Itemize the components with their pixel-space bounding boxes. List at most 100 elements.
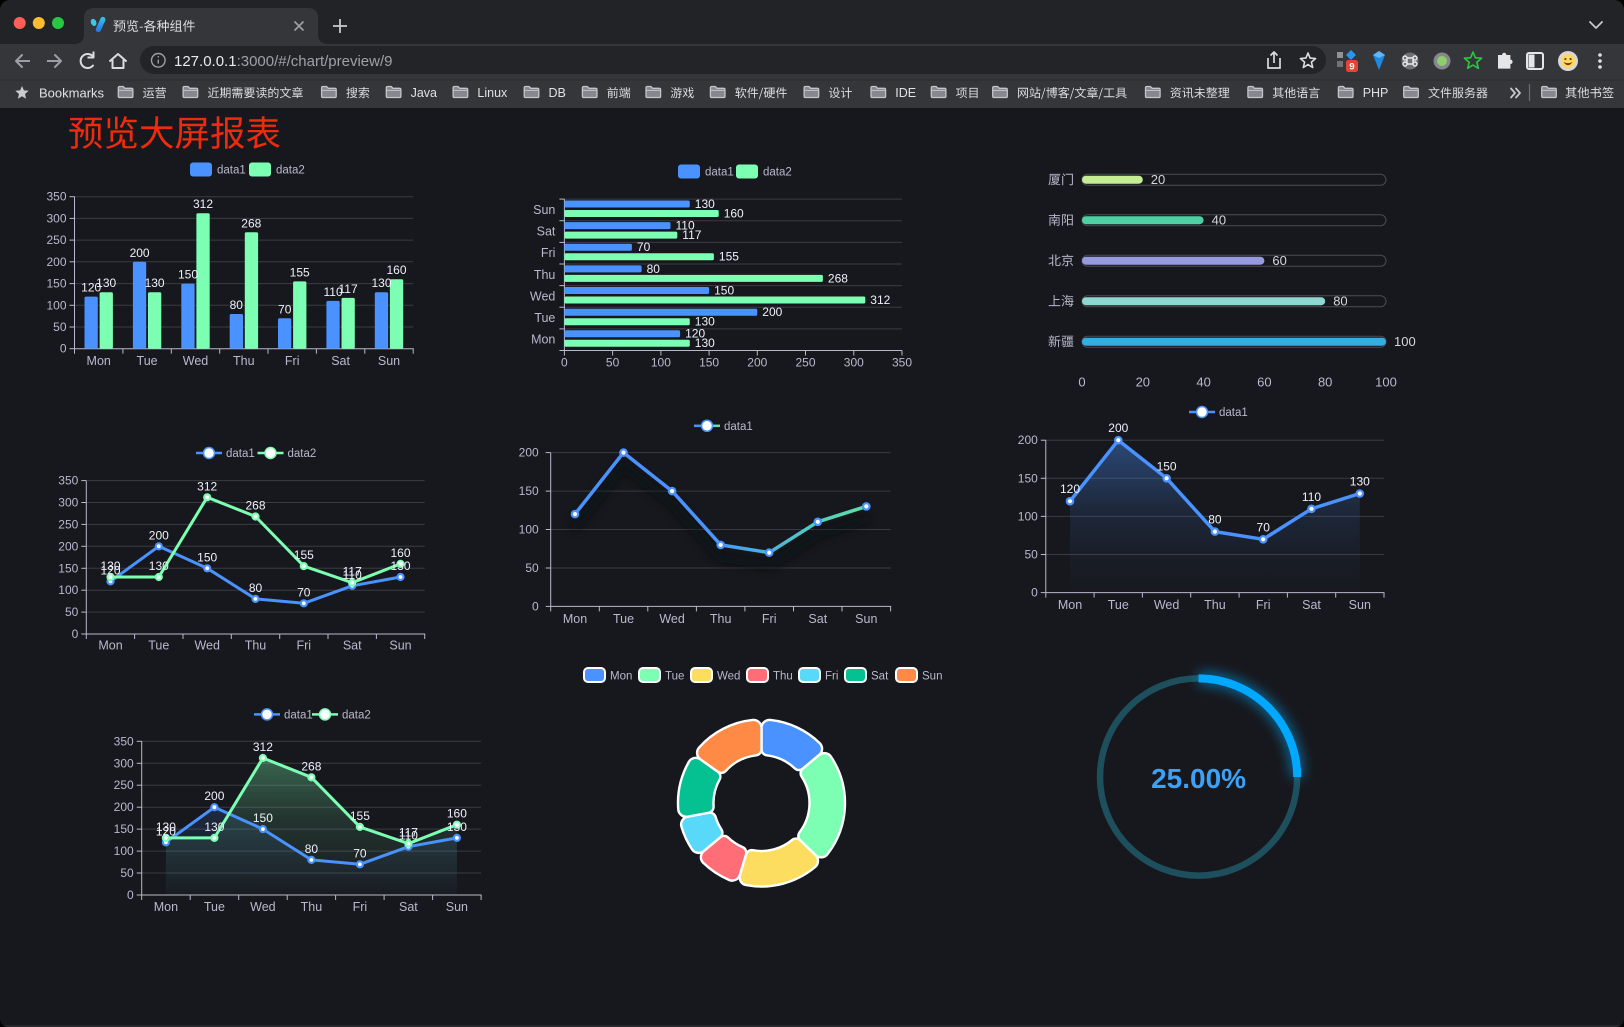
svg-text:70: 70 (353, 846, 367, 860)
svg-text:Java: Java (411, 86, 437, 100)
svg-text:20: 20 (1151, 172, 1165, 187)
svg-text:130: 130 (695, 315, 715, 329)
svg-text:Sat: Sat (871, 671, 889, 683)
svg-text:300: 300 (114, 756, 134, 770)
svg-text:40: 40 (1212, 213, 1226, 228)
svg-text:Thu: Thu (773, 671, 793, 683)
svg-text:Wed: Wed (183, 354, 209, 368)
svg-text:data2: data2 (288, 448, 317, 460)
svg-text:200: 200 (114, 800, 134, 814)
svg-text:300: 300 (58, 496, 78, 510)
svg-text:80: 80 (230, 298, 244, 312)
svg-text:Mon: Mon (154, 900, 178, 914)
svg-text:150: 150 (114, 822, 134, 836)
svg-text:130: 130 (695, 336, 715, 350)
svg-text:110: 110 (343, 568, 362, 582)
svg-text:120: 120 (100, 563, 120, 577)
svg-text:Sat: Sat (343, 639, 362, 653)
svg-text:Sun: Sun (855, 612, 877, 626)
svg-text:100: 100 (1375, 375, 1397, 390)
svg-text:117: 117 (339, 282, 358, 296)
svg-text:268: 268 (301, 759, 321, 773)
svg-text:350: 350 (58, 474, 78, 488)
svg-text:130: 130 (695, 197, 715, 211)
svg-text:312: 312 (870, 293, 890, 307)
svg-text:Fri: Fri (353, 900, 368, 914)
svg-text:80: 80 (1333, 294, 1347, 309)
svg-text:130: 130 (390, 559, 410, 573)
svg-text:Tue: Tue (534, 311, 555, 325)
svg-text:Sun: Sun (1349, 598, 1371, 612)
svg-text:268: 268 (241, 216, 261, 230)
svg-text:Thu: Thu (233, 354, 255, 368)
svg-text:117: 117 (343, 565, 362, 579)
svg-text:130: 130 (1350, 475, 1370, 489)
svg-text:Sat: Sat (399, 900, 418, 914)
svg-text:Sat: Sat (1302, 598, 1321, 612)
svg-text:70: 70 (278, 302, 292, 316)
svg-text:312: 312 (253, 740, 273, 754)
svg-text:155: 155 (350, 809, 370, 823)
svg-text:Mon: Mon (1058, 598, 1082, 612)
svg-text:Fri: Fri (285, 354, 300, 368)
svg-text:150: 150 (1018, 471, 1038, 485)
svg-text:130: 130 (447, 820, 467, 834)
svg-text:Bookmarks: Bookmarks (39, 86, 105, 101)
svg-text:127.0.0.1:3000/#/chart/preview: 127.0.0.1:3000/#/chart/preview/9 (174, 53, 393, 70)
svg-text:50: 50 (525, 561, 539, 575)
svg-text:100: 100 (1394, 334, 1416, 349)
svg-text:120: 120 (81, 281, 101, 295)
svg-text:Thu: Thu (245, 639, 267, 653)
svg-text:80: 80 (647, 262, 661, 276)
svg-text:IDE: IDE (895, 86, 916, 100)
svg-text:data1: data1 (226, 448, 255, 460)
svg-text:Wed: Wed (659, 612, 685, 626)
svg-text:312: 312 (197, 479, 217, 493)
svg-text:100: 100 (1018, 509, 1038, 523)
svg-text:70: 70 (637, 240, 651, 254)
svg-text:200: 200 (519, 446, 539, 460)
svg-text:40: 40 (1196, 375, 1210, 390)
svg-text:200: 200 (1108, 421, 1128, 435)
svg-text:155: 155 (290, 265, 310, 279)
svg-text:80: 80 (1208, 513, 1222, 527)
svg-text:0: 0 (127, 888, 134, 902)
svg-text:100: 100 (58, 583, 78, 597)
svg-text:50: 50 (65, 605, 79, 619)
svg-text:Thu: Thu (534, 268, 556, 282)
svg-text:data2: data2 (763, 167, 792, 179)
svg-text:110: 110 (676, 219, 695, 233)
svg-text:268: 268 (828, 271, 848, 285)
svg-text:50: 50 (606, 356, 620, 370)
svg-text:120: 120 (1060, 482, 1080, 496)
svg-text:data2: data2 (342, 709, 371, 721)
svg-text:80: 80 (1318, 375, 1332, 390)
svg-text:data1: data1 (284, 709, 313, 721)
svg-text:117: 117 (399, 826, 418, 840)
svg-text:0: 0 (561, 356, 568, 370)
svg-text:Fri: Fri (541, 246, 556, 260)
svg-text:160: 160 (386, 263, 406, 277)
svg-text:Mon: Mon (87, 354, 111, 368)
svg-text:110: 110 (1302, 490, 1321, 504)
svg-text:50: 50 (120, 866, 134, 880)
svg-text:150: 150 (1157, 459, 1177, 473)
svg-text:Wed: Wed (250, 900, 276, 914)
svg-text:Mon: Mon (610, 671, 632, 683)
svg-text:Tue: Tue (137, 354, 158, 368)
svg-text:Wed: Wed (717, 671, 740, 683)
svg-text:60: 60 (1257, 375, 1271, 390)
svg-text:Mon: Mon (563, 612, 587, 626)
svg-text:PHP: PHP (1363, 86, 1389, 100)
svg-text:Fri: Fri (762, 612, 777, 626)
svg-text:150: 150 (178, 268, 198, 282)
svg-text:350: 350 (114, 734, 134, 748)
svg-text:Tue: Tue (1108, 598, 1129, 612)
svg-text:0: 0 (60, 342, 67, 356)
svg-text:Sun: Sun (389, 639, 411, 653)
svg-text:200: 200 (46, 255, 66, 269)
svg-text:Fri: Fri (825, 671, 838, 683)
svg-text:80: 80 (305, 842, 319, 856)
svg-text:0: 0 (1031, 586, 1038, 600)
svg-text:130: 130 (96, 276, 116, 290)
